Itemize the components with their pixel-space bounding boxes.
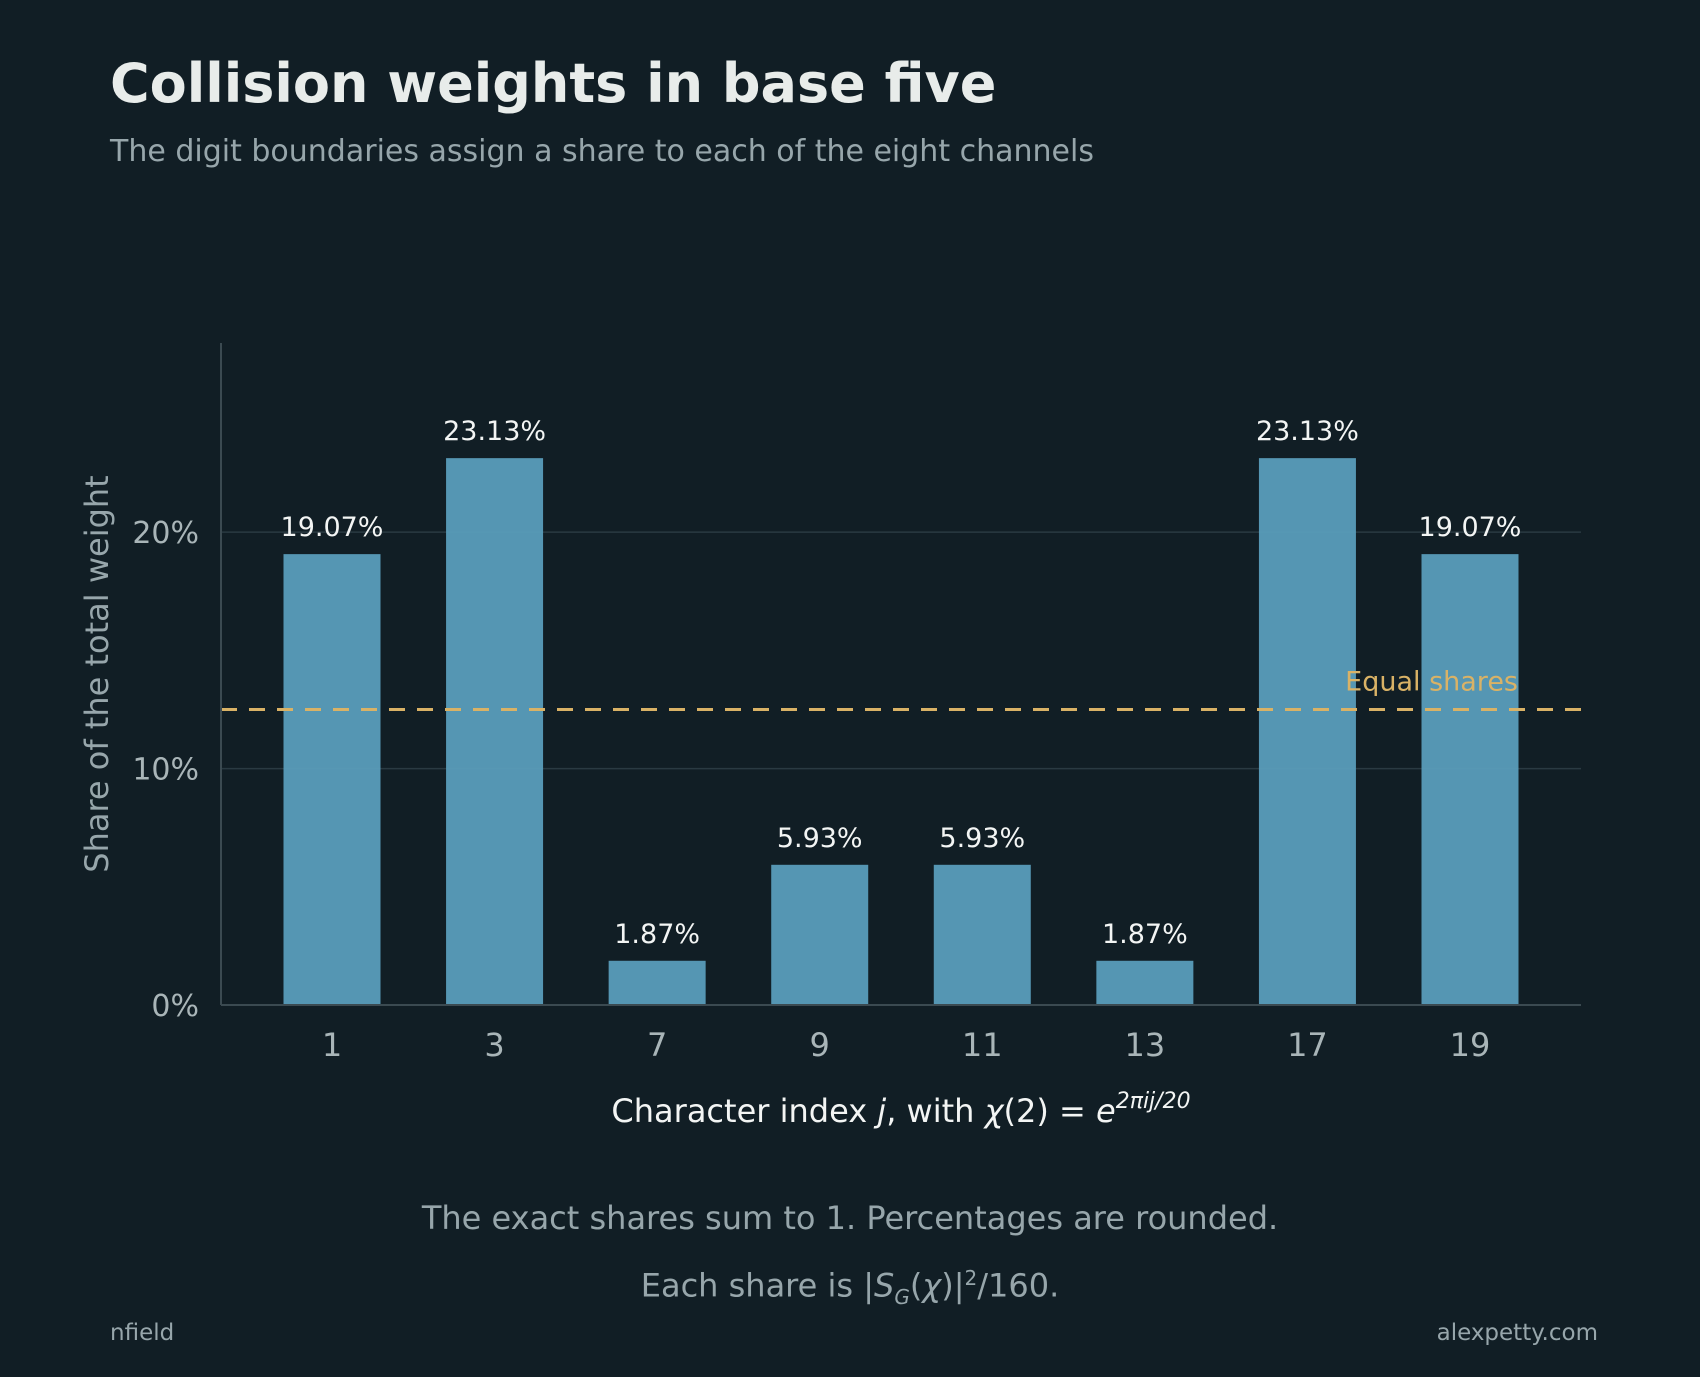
- note-subscript-g: G: [894, 1285, 910, 1309]
- data-label: 19.07%: [281, 512, 384, 543]
- bar-1: [283, 554, 381, 1005]
- data-label: 19.07%: [1419, 512, 1522, 543]
- bar-17: [1258, 458, 1356, 1005]
- x-tick-label: 17: [1287, 1026, 1328, 1064]
- reference-layer: Equal shares: [221, 666, 1581, 711]
- note-exponent: 2: [964, 1266, 978, 1290]
- bar-7: [608, 960, 706, 1005]
- x-tick-label: 13: [1124, 1026, 1165, 1064]
- y-tick-label: 20%: [132, 516, 199, 551]
- data-label: 5.93%: [939, 823, 1025, 854]
- grid-layer: [221, 531, 1581, 770]
- axes-layer: [220, 343, 1581, 1006]
- x-tick-label: 1: [322, 1026, 342, 1064]
- y-axis-label: Share of the total weight: [78, 475, 116, 872]
- x-tick-label: 7: [647, 1026, 667, 1064]
- note-s: S: [874, 1266, 895, 1305]
- bar-3: [446, 458, 544, 1005]
- equal-shares-label: Equal shares: [1345, 666, 1518, 697]
- note-text-b: (: [909, 1266, 923, 1305]
- bars-layer: [283, 458, 1519, 1005]
- data-label: 1.87%: [614, 919, 700, 950]
- x-axis-label-exponent: 2πij/20: [1116, 1089, 1191, 1114]
- note-text-d: /160.: [977, 1266, 1060, 1305]
- x-tick-label: 19: [1450, 1026, 1491, 1064]
- footer-left: nfield: [110, 1320, 175, 1346]
- note-g: G: [894, 1285, 910, 1310]
- note-text-a: Each share is |: [640, 1266, 874, 1305]
- chart-title: Collision weights in base five: [110, 52, 997, 115]
- x-axis-label-text-b: , with: [886, 1092, 984, 1130]
- data-label: 23.13%: [443, 416, 546, 447]
- x-tick-label: 11: [962, 1026, 1003, 1064]
- bar-19: [1421, 554, 1519, 1005]
- x-axis-label: Character index j, with χ(2) = e2πij/20: [611, 1089, 1190, 1130]
- bar-11: [933, 864, 1031, 1005]
- chart-notes: The exact shares sum to 1. Percentages a…: [0, 1188, 1700, 1327]
- x-axis-label-j: j: [873, 1092, 886, 1130]
- y-tick-label: 10%: [132, 753, 199, 788]
- x-axis-label-chi: χ: [983, 1092, 1005, 1130]
- x-tick-label: 3: [484, 1026, 504, 1064]
- x-tick-label: 9: [810, 1026, 830, 1064]
- data-label: 23.13%: [1256, 416, 1359, 447]
- labels-layer: 0% 10% 20% 19.07% 1 23.13% 3 1.87% 7 5.93% 9 5.93% 1…: [132, 416, 1521, 1064]
- note-text-c: )|: [941, 1266, 965, 1305]
- bar-13: [1096, 960, 1194, 1005]
- note-chi: χ: [922, 1266, 942, 1305]
- chart-subtitle: The digit boundaries assign a share to e…: [110, 134, 1094, 169]
- y-tick-label: 0%: [151, 989, 199, 1024]
- bar-9: [771, 864, 869, 1005]
- x-axis-label-e: e: [1096, 1092, 1116, 1130]
- note-line-2: Each share is |SG(χ)|2/160.: [0, 1248, 1700, 1327]
- x-axis-label-text-a: Character index: [611, 1092, 877, 1130]
- data-label: 1.87%: [1102, 919, 1188, 950]
- note-line-1: The exact shares sum to 1. Percentages a…: [421, 1199, 1279, 1237]
- x-axis-label-text-c: (2) =: [1004, 1092, 1096, 1130]
- data-label: 5.93%: [777, 823, 863, 854]
- footer-right: alexpetty.com: [1436, 1320, 1598, 1346]
